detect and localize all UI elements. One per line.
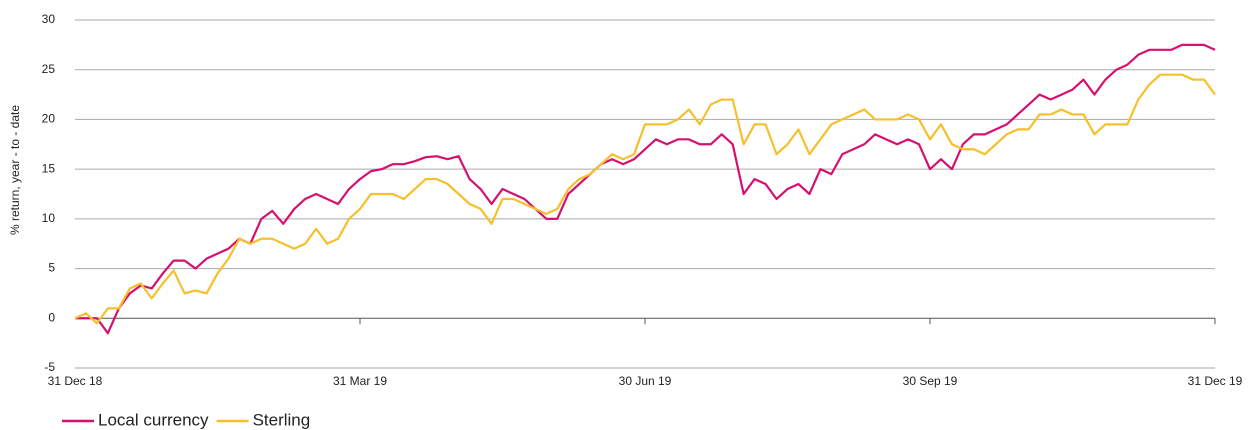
legend-text: Sterling [253,410,311,429]
x-tick-label: 30 Sep 19 [903,374,958,388]
x-tick-label: 31 Mar 19 [333,374,387,388]
y-tick-label: 20 [42,112,56,126]
x-tick-label: 30 Jun 19 [619,374,672,388]
y-axis-label: % return, year - to - date [8,105,22,235]
y-tick-label: 25 [42,62,56,76]
y-tick-label: 5 [48,261,55,275]
y-tick-label: 0 [48,310,55,324]
y-tick-label: -5 [44,360,55,374]
x-tick-label: 31 Dec 19 [1188,374,1243,388]
y-tick-label: 10 [42,211,56,225]
x-tick-label: 31 Dec 18 [48,374,103,388]
y-tick-label: 30 [42,12,56,26]
line-series [75,43,1216,335]
line-series [74,73,1216,325]
y-tick-label: 15 [42,161,56,175]
legend-text: Local currency [98,410,209,429]
